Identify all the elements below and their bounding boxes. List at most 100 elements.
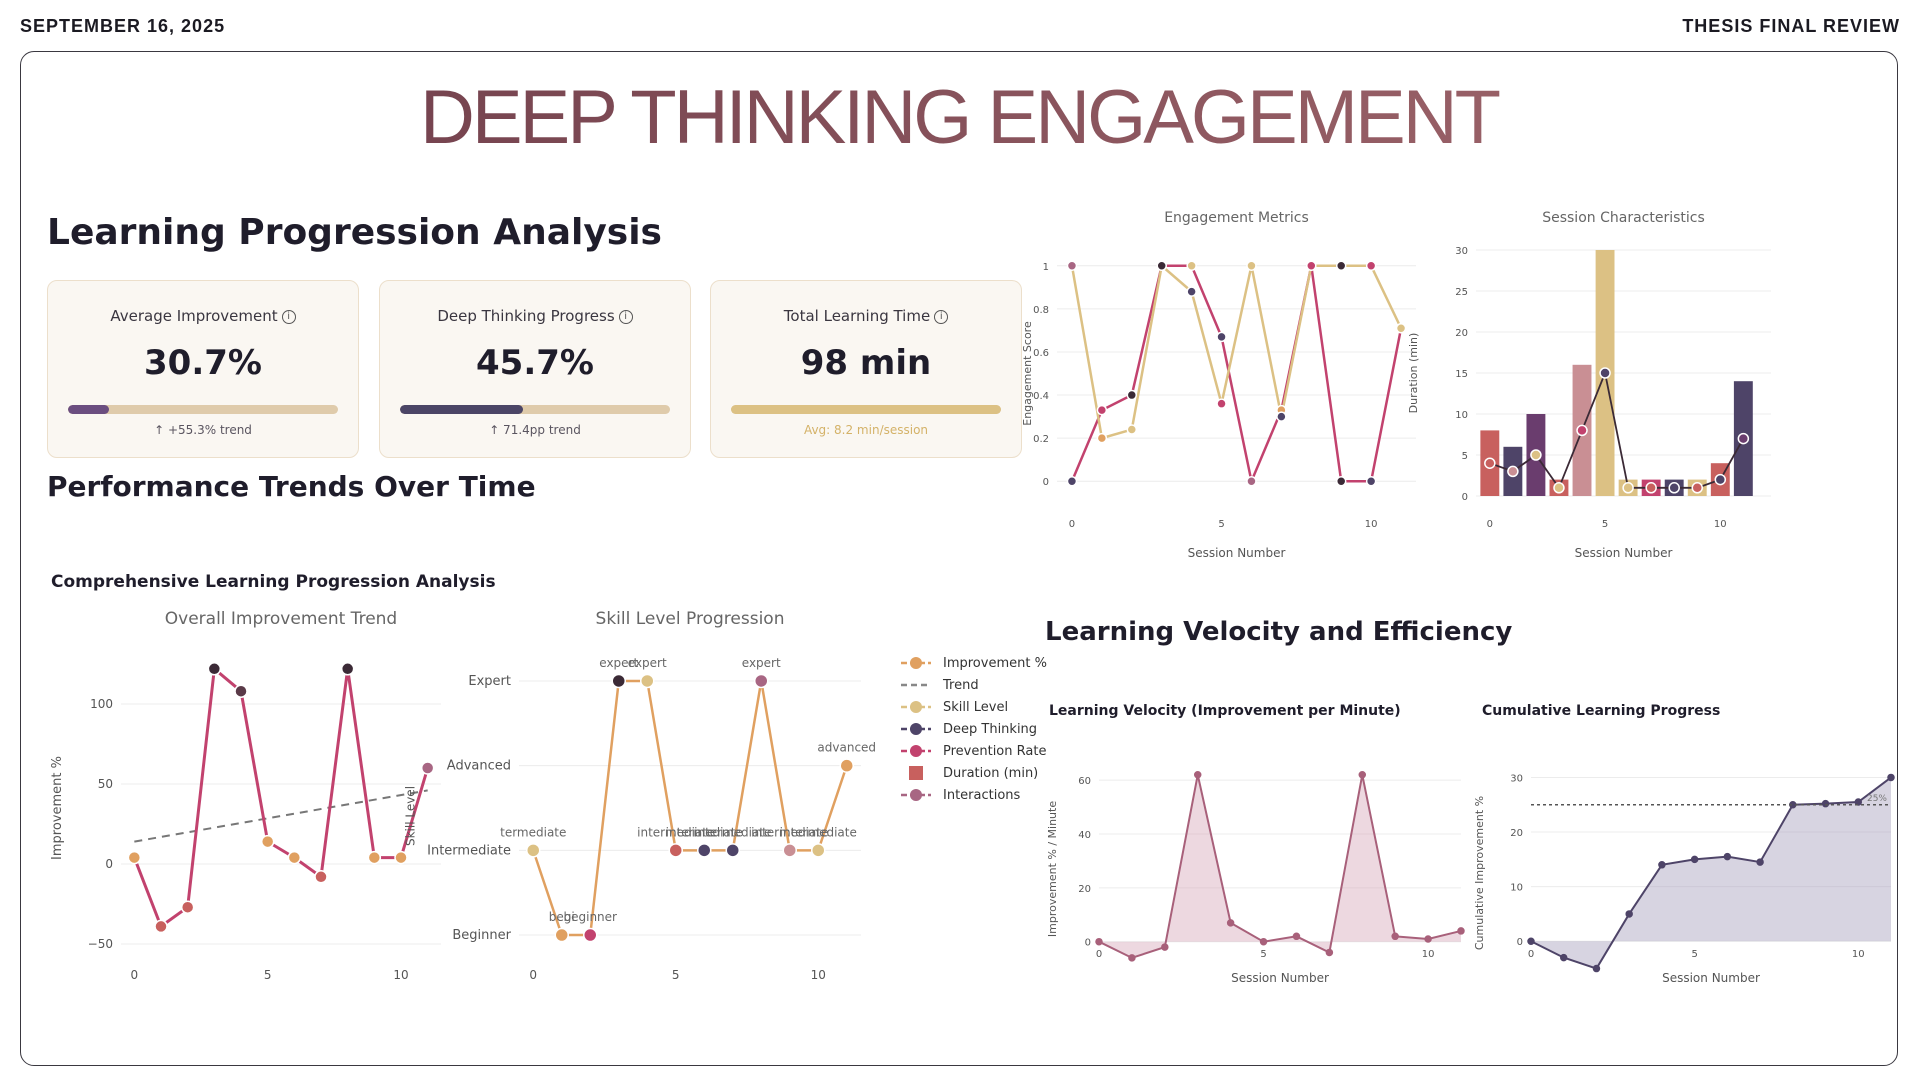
legend-item[interactable]: Deep Thinking — [901, 722, 1037, 737]
cumulative-point[interactable] — [1887, 773, 1895, 782]
x-tick-label: 5 — [1602, 519, 1608, 530]
interactions-point[interactable] — [1599, 367, 1611, 379]
skill-point[interactable] — [611, 673, 626, 689]
cumulative-point[interactable] — [1658, 861, 1666, 869]
engagement-point[interactable] — [1246, 475, 1257, 487]
engagement-point[interactable] — [1186, 260, 1197, 272]
engagement-point[interactable] — [1276, 411, 1287, 422]
skill-point[interactable] — [668, 843, 683, 858]
skill-point[interactable] — [640, 673, 655, 689]
cumulative-point[interactable] — [1756, 858, 1764, 866]
card-label: Total Learning Time — [783, 307, 931, 325]
interactions-point[interactable] — [1668, 482, 1680, 494]
velocity-point[interactable] — [1259, 937, 1268, 946]
improvement-point[interactable] — [154, 919, 168, 934]
interactions-point[interactable] — [1530, 449, 1542, 461]
skill-point[interactable] — [754, 673, 769, 689]
info-icon[interactable]: i — [281, 309, 296, 324]
engagement-point[interactable] — [1365, 475, 1377, 487]
y-tick-label: 10 — [1455, 410, 1468, 421]
cumulative-point[interactable] — [1690, 855, 1699, 864]
velocity-point[interactable] — [1325, 948, 1334, 957]
engagement-point[interactable] — [1066, 475, 1078, 487]
skill-point[interactable] — [782, 843, 797, 858]
velocity-line — [1098, 774, 1462, 959]
cumulative-point[interactable] — [1527, 937, 1535, 945]
info-icon[interactable]: i — [934, 309, 949, 324]
interactions-point[interactable] — [1484, 457, 1496, 469]
interactions-point[interactable] — [1576, 424, 1588, 437]
engagement-point[interactable] — [1335, 475, 1347, 487]
engagement-point[interactable] — [1126, 424, 1138, 435]
legend-item[interactable]: Prevention Rate — [901, 744, 1046, 759]
engagement-point[interactable] — [1365, 260, 1377, 272]
engagement-point[interactable] — [1096, 404, 1108, 416]
velocity-point[interactable] — [1391, 932, 1399, 941]
y-tick-label: 5 — [1462, 451, 1468, 462]
velocity-point[interactable] — [1457, 927, 1465, 935]
cumulative-point[interactable] — [1821, 799, 1830, 808]
velocity-point[interactable] — [1292, 932, 1301, 941]
legend-item[interactable]: Improvement % — [901, 656, 1047, 671]
skill-point[interactable] — [554, 927, 569, 943]
velocity-point[interactable] — [1358, 771, 1367, 779]
engagement-point[interactable] — [1246, 260, 1257, 272]
cumulative-point[interactable] — [1559, 953, 1568, 962]
cumulative-point[interactable] — [1723, 852, 1732, 861]
velocity-point[interactable] — [1193, 771, 1202, 779]
legend-item[interactable]: Trend — [901, 678, 979, 693]
skill-axes: Beginner Intermediate Advanced Expert 0 5 10 Sk… — [427, 609, 861, 982]
cumulative-point[interactable] — [1625, 910, 1633, 918]
engagement-point[interactable] — [1096, 432, 1108, 444]
improvement-point[interactable] — [420, 761, 435, 775]
cumulative-point[interactable] — [1592, 964, 1601, 973]
engagement-point[interactable] — [1126, 389, 1138, 401]
velocity-point[interactable] — [1226, 919, 1235, 927]
interactions-point[interactable] — [1737, 432, 1750, 445]
engagement-point[interactable] — [1216, 398, 1227, 409]
velocity-point[interactable] — [1424, 935, 1432, 943]
engagement-point[interactable] — [1216, 331, 1227, 343]
improvement-point[interactable] — [260, 834, 275, 849]
x-tick-label: 0 — [1069, 519, 1075, 530]
skill-level-axis-label: Skill Level — [403, 786, 417, 846]
interactions-point[interactable] — [1507, 465, 1519, 478]
y-tick-label: Expert — [468, 674, 511, 689]
improvement-point[interactable] — [180, 900, 195, 914]
skill-point[interactable] — [725, 843, 740, 858]
engagement-point[interactable] — [1395, 323, 1407, 334]
skill-point[interactable] — [811, 843, 826, 858]
improvement-point[interactable] — [314, 870, 328, 884]
improvement-point[interactable] — [367, 850, 382, 865]
legend-item[interactable]: Skill Level — [901, 700, 1008, 715]
engagement-point[interactable] — [1186, 286, 1197, 297]
engagement-point[interactable] — [1066, 260, 1078, 272]
cumulative-point[interactable] — [1854, 798, 1863, 806]
engagement-point[interactable] — [1335, 260, 1347, 272]
info-icon[interactable]: i — [618, 309, 633, 324]
card-trend: ↑ +55.3% trend — [154, 423, 252, 437]
y-tick-label: 0.4 — [1033, 391, 1049, 402]
improvement-point[interactable] — [287, 850, 302, 865]
interactions-point[interactable] — [1714, 473, 1727, 486]
engagement-point[interactable] — [1156, 260, 1167, 272]
improvement-point[interactable] — [127, 850, 142, 865]
velocity-point[interactable] — [1128, 954, 1136, 962]
legend-item[interactable]: Duration (min) — [909, 766, 1038, 781]
interactions-point[interactable] — [1622, 482, 1634, 494]
improvement-point[interactable] — [234, 684, 248, 698]
skill-point[interactable] — [839, 758, 854, 773]
interactions-point[interactable] — [1691, 482, 1703, 494]
legend-item[interactable]: Interactions — [901, 788, 1021, 803]
skill-point[interactable] — [583, 927, 598, 943]
skill-point[interactable] — [697, 843, 712, 858]
improvement-point[interactable] — [394, 850, 408, 865]
improvement-point[interactable] — [340, 662, 355, 676]
velocity-point[interactable] — [1161, 943, 1169, 951]
skill-point[interactable] — [526, 843, 541, 858]
interactions-point[interactable] — [1645, 482, 1657, 494]
interactions-point[interactable] — [1553, 482, 1565, 494]
improvement-point[interactable] — [207, 662, 222, 676]
engagement-point[interactable] — [1306, 260, 1317, 272]
velocity-point[interactable] — [1095, 937, 1103, 946]
